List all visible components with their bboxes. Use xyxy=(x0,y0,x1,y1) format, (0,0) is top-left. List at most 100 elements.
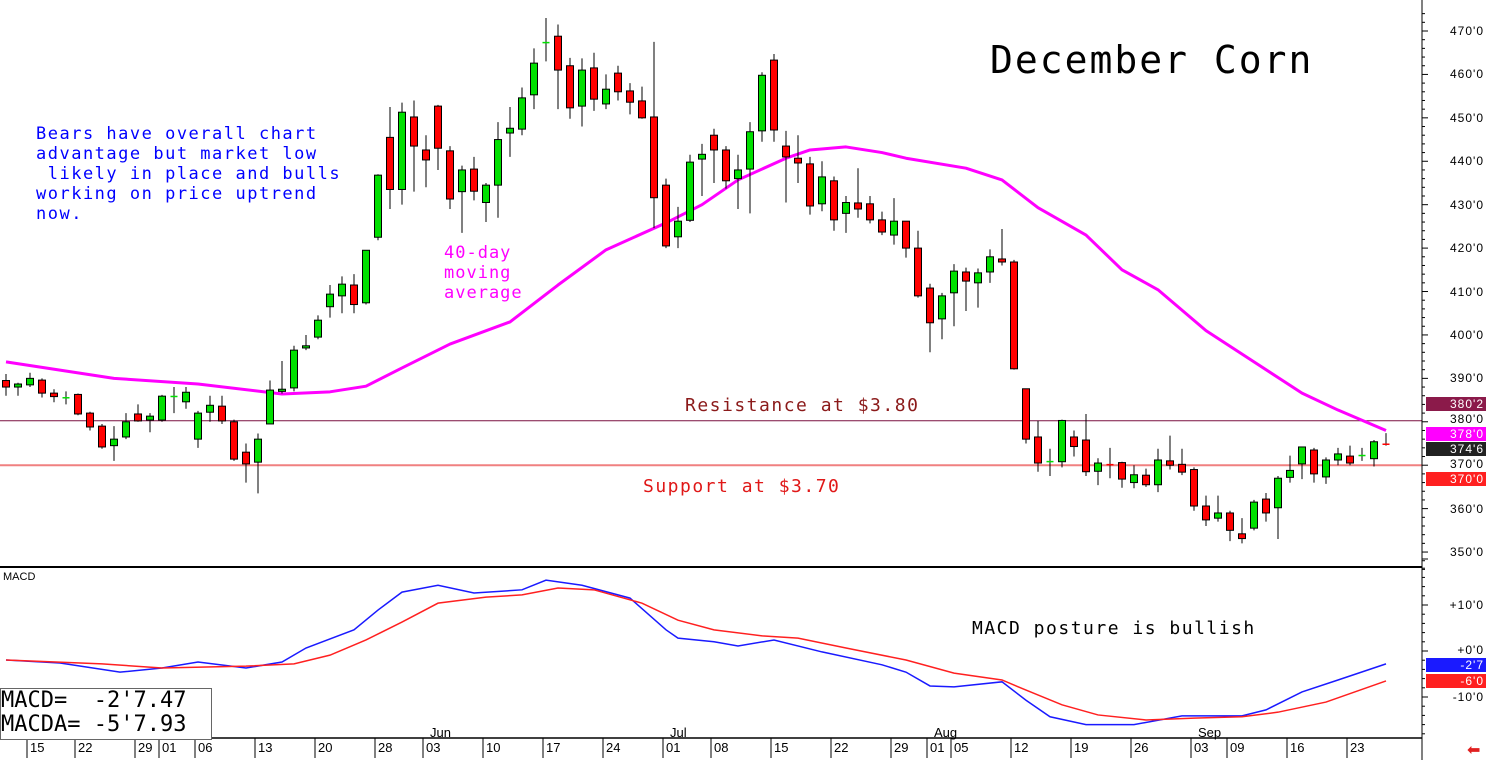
price-tick-label: 360'0 xyxy=(1450,501,1484,516)
candle-body xyxy=(38,379,46,394)
candle-body xyxy=(26,377,34,386)
candle-body xyxy=(806,163,814,207)
candle-body xyxy=(818,176,826,205)
candle-body xyxy=(938,295,946,320)
candle-body xyxy=(1322,459,1330,478)
candle-body xyxy=(1334,453,1342,461)
candle-body xyxy=(530,62,538,96)
price-tick-label: 440'0 xyxy=(1450,154,1484,169)
candle-body xyxy=(1358,454,1366,457)
candle-body xyxy=(386,136,394,190)
x-tick-label: 08 xyxy=(714,740,729,755)
candle-body xyxy=(1274,477,1282,509)
candle-body xyxy=(1178,463,1186,473)
month-label: Jul xyxy=(670,725,687,740)
bears-annotation: Bears have overall chart advantage but m… xyxy=(36,124,342,224)
candle-body xyxy=(1370,441,1378,460)
x-tick-label: 01 xyxy=(666,740,681,755)
moving-average-annotation: 40-day moving average xyxy=(444,243,523,303)
x-tick-label: 06 xyxy=(198,740,213,755)
candle-body xyxy=(626,90,634,103)
month-label: Jun xyxy=(430,725,451,740)
candle-body xyxy=(494,139,502,186)
x-tick-label: 22 xyxy=(78,740,93,755)
candle-body xyxy=(1022,388,1030,440)
macda-readout-row: MACDA= -5'7.93 xyxy=(1,713,211,737)
candle-body xyxy=(470,168,478,192)
candle-body xyxy=(554,35,562,71)
price-tick-label: 390'0 xyxy=(1450,371,1484,386)
x-tick-label: 10 xyxy=(486,740,501,755)
candle-body xyxy=(206,404,214,413)
candle-body xyxy=(182,391,190,403)
candle-body xyxy=(314,319,322,338)
candle-body xyxy=(890,220,898,236)
macd-series-macda xyxy=(5,587,1387,721)
candle-body xyxy=(746,131,754,170)
candle-body xyxy=(98,425,106,448)
price-tick-label: 350'0 xyxy=(1450,545,1484,560)
candle-body xyxy=(662,184,670,247)
x-tick-label: 09 xyxy=(1230,740,1245,755)
candle-body xyxy=(290,349,298,389)
candle-body xyxy=(1226,512,1234,531)
x-tick-label: 15 xyxy=(30,740,45,755)
macd-annotation: MACD posture is bullish xyxy=(972,618,1256,639)
macd-tick-label: -10'0 xyxy=(1452,690,1484,704)
candle-body xyxy=(1010,261,1018,370)
candle-body xyxy=(434,105,442,149)
candle-body xyxy=(1346,455,1354,464)
price-tick-label: 460'0 xyxy=(1450,67,1484,82)
macda-readout-label: MACDA= xyxy=(1,712,81,737)
macd-readout-label: MACD= xyxy=(1,688,68,713)
candle-body xyxy=(170,395,178,398)
price-tick-label: 420'0 xyxy=(1450,241,1484,256)
candle-body xyxy=(278,388,286,392)
candle-body xyxy=(2,380,10,388)
candle-body xyxy=(1046,460,1054,463)
candle-body xyxy=(1238,533,1246,540)
candle-body xyxy=(770,59,778,131)
macd-series-macd xyxy=(5,579,1387,726)
candle-body xyxy=(110,438,118,447)
candle-body xyxy=(1202,505,1210,521)
candle-body xyxy=(962,271,970,282)
macd-badge: -2'7 xyxy=(1426,657,1486,672)
x-tick-label: 03 xyxy=(1194,740,1209,755)
x-tick-label: 26 xyxy=(1134,740,1149,755)
x-tick-label: 12 xyxy=(1014,740,1029,755)
price-tick-label: 450'0 xyxy=(1450,110,1484,125)
macd-readout: MACD= -2'7.47 MACDA= -5'7.93 xyxy=(0,688,212,740)
candle-body xyxy=(1058,419,1066,463)
candle-body xyxy=(686,161,694,221)
candle-body xyxy=(194,412,202,440)
candle-body xyxy=(1214,512,1222,519)
x-tick-label: 28 xyxy=(378,740,393,755)
macd-readout-row: MACD= -2'7.47 xyxy=(1,689,211,713)
x-tick-label: 23 xyxy=(1350,740,1365,755)
x-tick-label: 01 xyxy=(162,740,177,755)
candle-body xyxy=(134,413,142,422)
candle-body xyxy=(1382,443,1390,445)
macda-readout-value: -5'7.93 xyxy=(93,712,187,737)
candle-body xyxy=(482,184,490,204)
x-tick-label: 05 xyxy=(954,740,969,755)
candle-body xyxy=(914,247,922,297)
candle-body xyxy=(338,283,346,297)
x-tick-label: 29 xyxy=(138,740,153,755)
candle-body xyxy=(266,389,274,425)
x-tick-label: 01 xyxy=(930,740,945,755)
price-tick-label: 430'0 xyxy=(1450,197,1484,212)
x-tick-label: 17 xyxy=(546,740,561,755)
price-tick-label: 470'0 xyxy=(1450,24,1484,38)
candle-body xyxy=(506,127,514,134)
candle-body xyxy=(350,284,358,306)
candle-body xyxy=(326,293,334,308)
candle-body xyxy=(866,203,874,221)
candle-body xyxy=(362,249,370,304)
candle-body xyxy=(854,202,862,210)
candle-body xyxy=(422,149,430,161)
candle-body xyxy=(410,116,418,147)
x-tick-label: 29 xyxy=(894,740,909,755)
scroll-left-arrow-icon[interactable]: ⬅ xyxy=(1467,742,1481,759)
